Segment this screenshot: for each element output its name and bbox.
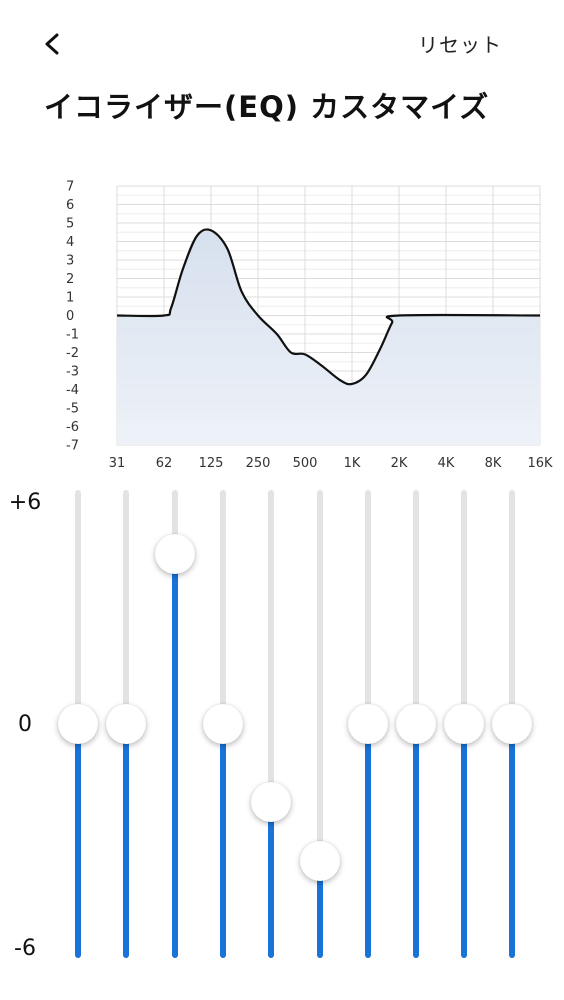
y-tick-label: 1 bbox=[66, 291, 74, 306]
slider-fill bbox=[317, 872, 323, 958]
eq-slider-250[interactable] bbox=[199, 490, 247, 970]
scale-label-max: +6 bbox=[8, 490, 42, 515]
slider-track bbox=[268, 490, 274, 958]
y-tick-label: 5 bbox=[66, 217, 74, 232]
eq-slider-125[interactable] bbox=[151, 490, 199, 970]
slider-thumb[interactable] bbox=[251, 781, 291, 822]
x-tick-label: 250 bbox=[246, 456, 271, 471]
slider-thumb[interactable] bbox=[106, 704, 146, 744]
y-tick-label: -3 bbox=[66, 365, 79, 380]
page-title: イコライザー(EQ) カスタマイズ bbox=[44, 90, 490, 124]
slider-thumb[interactable] bbox=[348, 704, 388, 744]
chevron-left-icon bbox=[45, 33, 59, 55]
back-button[interactable] bbox=[34, 26, 74, 66]
slider-fill bbox=[461, 736, 467, 958]
y-tick-label: 0 bbox=[66, 309, 74, 324]
x-tick-label: 16K bbox=[527, 456, 553, 471]
y-tick-label: -2 bbox=[66, 346, 79, 361]
eq-sliders: +6 0 -6 bbox=[0, 480, 564, 980]
eq-curve-line bbox=[116, 228, 541, 386]
x-tick-label: 2K bbox=[391, 456, 408, 471]
eq-slider-31[interactable] bbox=[54, 490, 102, 970]
eq-slider-2k[interactable] bbox=[344, 490, 392, 970]
slider-track bbox=[317, 490, 323, 958]
y-tick-label: 2 bbox=[66, 272, 74, 287]
y-tick-label: -4 bbox=[66, 383, 79, 398]
slider-thumb[interactable] bbox=[492, 704, 532, 744]
eq-slider-16k[interactable] bbox=[488, 490, 536, 970]
scale-label-min: -6 bbox=[14, 936, 36, 961]
y-tick-label: 4 bbox=[66, 235, 74, 250]
slider-fill bbox=[75, 736, 81, 958]
y-tick-label: 6 bbox=[66, 198, 74, 213]
y-tick-label: -5 bbox=[66, 402, 79, 417]
slider-fill bbox=[220, 736, 226, 958]
slider-fill bbox=[123, 736, 129, 958]
y-tick-label: -7 bbox=[66, 439, 79, 454]
slider-fill bbox=[509, 736, 515, 958]
slider-thumb[interactable] bbox=[444, 704, 484, 744]
eq-curve-area bbox=[117, 229, 540, 445]
x-tick-label: 8K bbox=[485, 456, 502, 471]
y-tick-label: -1 bbox=[66, 328, 79, 343]
eq-slider-4k[interactable] bbox=[392, 490, 440, 970]
eq-slider-1k[interactable] bbox=[296, 490, 344, 970]
eq-slider-8k[interactable] bbox=[440, 490, 488, 970]
reset-button[interactable]: リセット bbox=[418, 33, 502, 57]
eq-curve-svg: 7 6 5 4 3 2 1 0 -1 -2 -3 -4 -5 -6 -7 31 62 125 250 500 1K 2K 4… bbox=[66, 180, 553, 472]
slider-thumb[interactable] bbox=[203, 704, 243, 744]
slider-thumb[interactable] bbox=[155, 533, 195, 574]
y-tick-label: 7 bbox=[66, 180, 74, 195]
x-tick-label: 125 bbox=[199, 456, 224, 471]
eq-slider-62[interactable] bbox=[102, 490, 150, 970]
scale-label-zero: 0 bbox=[18, 712, 32, 737]
y-tick-label: -6 bbox=[66, 420, 79, 435]
slider-fill bbox=[413, 736, 419, 958]
y-tick-label: 3 bbox=[66, 254, 74, 269]
x-tick-label: 500 bbox=[293, 456, 318, 471]
slider-thumb[interactable] bbox=[58, 704, 98, 744]
slider-thumb[interactable] bbox=[300, 840, 340, 881]
slider-thumb[interactable] bbox=[396, 704, 436, 744]
slider-fill bbox=[268, 813, 274, 958]
x-tick-label: 62 bbox=[156, 456, 173, 471]
slider-fill bbox=[172, 565, 178, 958]
eq-curve-chart: 7 6 5 4 3 2 1 0 -1 -2 -3 -4 -5 -6 -7 31 62 125 250 500 1K 2K 4… bbox=[0, 172, 564, 472]
slider-fill bbox=[365, 736, 371, 958]
x-tick-label: 1K bbox=[344, 456, 361, 471]
x-tick-label: 31 bbox=[109, 456, 126, 471]
eq-slider-500[interactable] bbox=[247, 490, 295, 970]
x-tick-label: 4K bbox=[438, 456, 455, 471]
